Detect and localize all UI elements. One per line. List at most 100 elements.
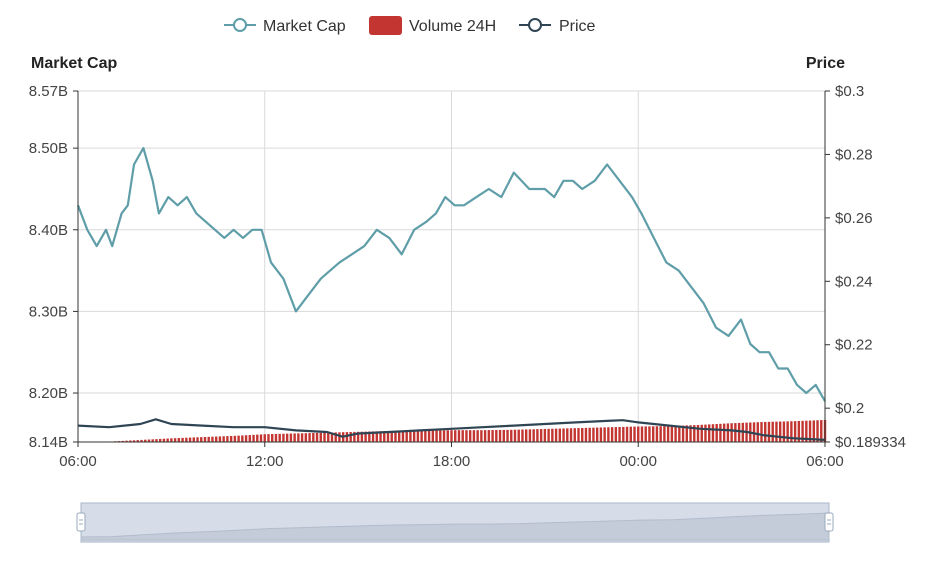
volume-bar bbox=[121, 440, 125, 442]
data-zoom-handle-left[interactable] bbox=[76, 512, 86, 532]
data-zoom-preview-area bbox=[80, 512, 830, 541]
volume-bar bbox=[592, 427, 595, 442]
volume-bar bbox=[599, 427, 603, 442]
volume-bar bbox=[476, 430, 479, 442]
volume-bar bbox=[383, 431, 386, 442]
volume-bar bbox=[614, 427, 618, 442]
volume-bar bbox=[312, 432, 315, 442]
volume-bar bbox=[390, 430, 393, 442]
volume-bar bbox=[170, 438, 173, 442]
volume-bar bbox=[398, 430, 401, 442]
volume-bar bbox=[222, 436, 225, 442]
volume-bar bbox=[767, 421, 771, 442]
volume-bar bbox=[547, 428, 550, 442]
volume-bar bbox=[816, 420, 819, 442]
grid-layer bbox=[78, 90, 825, 443]
volume-bar bbox=[248, 435, 252, 442]
volume-bar bbox=[618, 426, 621, 442]
volume-bar bbox=[259, 434, 263, 442]
series-line-market-cap bbox=[76, 147, 826, 402]
volume-bar bbox=[790, 421, 793, 442]
volume-bar bbox=[644, 426, 647, 442]
volume-bar bbox=[450, 430, 453, 442]
data-zoom-slider[interactable] bbox=[76, 502, 834, 543]
volume-bar bbox=[517, 429, 520, 442]
volume-bar bbox=[207, 436, 210, 442]
volume-bar bbox=[188, 437, 192, 442]
volume-bar bbox=[513, 429, 517, 442]
volume-bar bbox=[637, 426, 640, 442]
volume-bar bbox=[734, 423, 737, 442]
volume-bar bbox=[244, 435, 248, 442]
volume-bar bbox=[256, 434, 259, 442]
volume-bar bbox=[267, 434, 270, 442]
volume-bar bbox=[323, 432, 326, 442]
volume-bar bbox=[446, 430, 449, 442]
handle-left-grip-icon[interactable] bbox=[76, 512, 86, 532]
volume-bar bbox=[760, 422, 763, 442]
handle-right-grip-icon[interactable] bbox=[824, 512, 834, 532]
volume-bar bbox=[693, 425, 696, 442]
volume-bar bbox=[793, 421, 797, 442]
volume-bar bbox=[670, 425, 674, 442]
volume-bar bbox=[173, 438, 177, 442]
volume-bar bbox=[308, 433, 311, 442]
volume-bar bbox=[521, 429, 524, 442]
volume-bar bbox=[554, 428, 558, 442]
volume-bar bbox=[569, 428, 573, 442]
volume-bar bbox=[371, 431, 375, 442]
volume-bar bbox=[136, 440, 139, 442]
volume-bar bbox=[472, 430, 476, 442]
volume-bar bbox=[364, 431, 367, 442]
volume-bar bbox=[640, 426, 644, 442]
volume-bar bbox=[405, 430, 408, 442]
volume-bar bbox=[379, 431, 382, 442]
y-left-tick-label: 8.57B bbox=[29, 83, 68, 100]
y-left-tick-label: 8.40B bbox=[29, 222, 68, 239]
volume-bar bbox=[483, 430, 487, 442]
volume-bar bbox=[498, 429, 502, 442]
volume-bar bbox=[812, 420, 815, 442]
volume-bar bbox=[297, 433, 300, 442]
volume-bar bbox=[655, 426, 659, 442]
volume-bar bbox=[158, 438, 162, 442]
volume-bar bbox=[730, 423, 733, 442]
y-right-tick-label: $0.22 bbox=[835, 337, 873, 354]
volume-bar bbox=[394, 430, 397, 442]
volume-bar bbox=[214, 436, 218, 442]
volume-bar bbox=[595, 427, 599, 442]
volume-bar bbox=[502, 429, 505, 442]
volume-bar bbox=[573, 428, 576, 442]
legend-item-market-cap[interactable]: Market Cap bbox=[224, 18, 346, 35]
volume-bar bbox=[177, 438, 181, 442]
legend-item-price[interactable]: Price bbox=[519, 18, 596, 35]
volume-bar bbox=[196, 437, 199, 442]
volume-bar bbox=[125, 440, 128, 442]
volume-bar bbox=[360, 431, 364, 442]
volume-bar bbox=[708, 424, 711, 442]
volume-bar bbox=[211, 436, 214, 442]
volume-bar bbox=[480, 430, 483, 442]
data-zoom-handle-right[interactable] bbox=[824, 512, 834, 532]
volume-bar bbox=[218, 436, 222, 442]
volume-bar bbox=[696, 424, 700, 442]
volume-bar bbox=[648, 426, 651, 442]
legend-swatch-volume-icon bbox=[369, 16, 402, 35]
volume-bar bbox=[805, 420, 808, 442]
axis-layer: 8.57B 8.50B 8.40B 8.30B 8.20B 8.14B 06:00 12:00… bbox=[29, 83, 906, 470]
volume-bar bbox=[304, 433, 308, 442]
y-right-axis-title: Price bbox=[806, 55, 845, 72]
volume-bar bbox=[300, 433, 304, 442]
volume-bar bbox=[629, 426, 632, 442]
volume-bar bbox=[666, 426, 670, 442]
volume-bar bbox=[786, 421, 789, 442]
legend-item-volume[interactable]: Volume 24H bbox=[369, 16, 496, 35]
volume-bar bbox=[528, 429, 532, 442]
volume-bar bbox=[334, 432, 337, 442]
volume-bar bbox=[401, 430, 405, 442]
volume-bar bbox=[203, 437, 207, 442]
volume-bar bbox=[416, 430, 420, 442]
volume-bar bbox=[778, 421, 782, 442]
volume-bar bbox=[689, 425, 692, 442]
